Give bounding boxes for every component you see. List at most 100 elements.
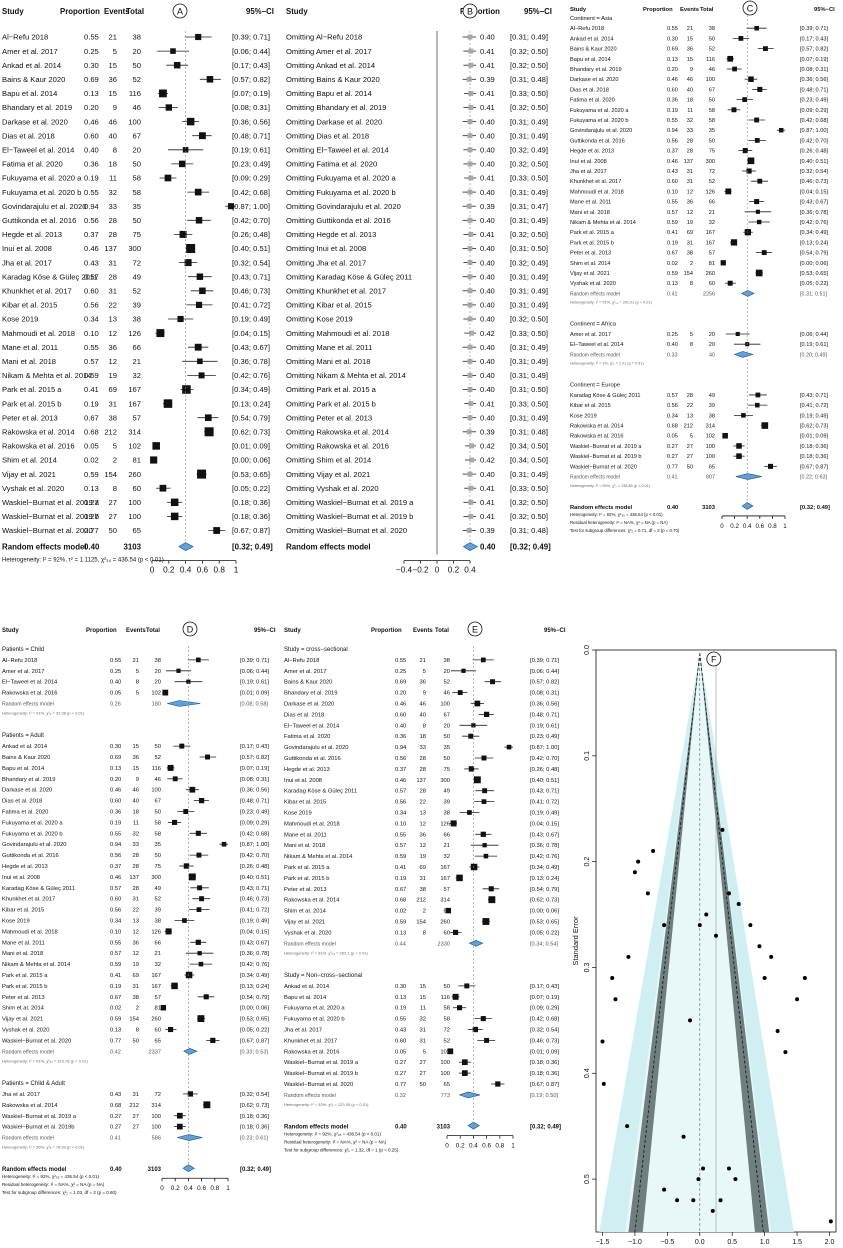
subgroup-pooled-total: 2256 <box>703 291 715 297</box>
study-label: Ankad et al. 2014 <box>570 36 614 42</box>
total-value: 58 <box>155 820 161 826</box>
effect-square <box>484 1037 490 1043</box>
study-label: Waskiel−Burnat et al. 2019 b <box>284 1071 358 1077</box>
subgroup-pooled-total: 40 <box>709 352 715 358</box>
panel-letter: D <box>187 625 194 635</box>
x-tick-label: 0 <box>160 1185 164 1192</box>
effect-square <box>506 744 512 750</box>
ci-value: [0.31; 0.50] <box>510 385 548 394</box>
proportion-value: 0.40 <box>480 117 495 126</box>
total-value: 100 <box>440 1071 450 1077</box>
events-value: 8 <box>423 723 426 729</box>
study-label: Fatima et al. 2020 <box>570 98 615 104</box>
ci-value: [0.31; 0.49] <box>510 33 548 42</box>
total-value: 100 <box>128 498 141 507</box>
pooled-diamond <box>467 1121 480 1130</box>
total-value: 50 <box>133 216 141 225</box>
events-value: 31 <box>687 169 693 175</box>
header-study: Study <box>2 7 24 16</box>
ci-value: [0.00; 0.06] <box>530 909 559 915</box>
study-label: Fukuyama et al. 2020 b <box>2 188 81 197</box>
ci-value: [0.67; 0.87] <box>232 526 270 535</box>
effect-square <box>164 174 172 182</box>
study-label: Hegde et al. 2013 <box>570 149 614 155</box>
total-value: 75 <box>133 230 141 239</box>
proportion-value: 0.59 <box>84 371 99 380</box>
proportion-value: 0.77 <box>84 526 99 535</box>
events-value: 137 <box>129 875 139 881</box>
events-value: 28 <box>133 864 139 870</box>
proportion-value: 0.59 <box>110 1017 121 1023</box>
subgroup-heterogeneity: Heterogeneity: I² = 91%, χ²₂₅ = 291.01 (… <box>570 301 652 305</box>
effect-square <box>205 754 211 760</box>
events-value: 8 <box>136 1028 139 1034</box>
x-tick-label: 0.4 <box>469 1143 478 1150</box>
study-label: Omitting El−Taweel et al. 2014 <box>286 145 389 154</box>
ci-value: [0.08; 0.31] <box>800 67 828 73</box>
effect-square <box>160 1004 167 1011</box>
study-label: Kose 2019 <box>2 315 38 324</box>
ci-value: [0.42; 0.68] <box>232 188 270 197</box>
events-value: 31 <box>133 1092 139 1098</box>
events-value: 28 <box>420 767 426 773</box>
ci-value: [0.53; 0.65] <box>800 271 828 277</box>
ci-value: [0.39; 0.71] <box>800 26 828 32</box>
ci-value: [0.32; 0.50] <box>510 512 548 521</box>
total-value: 167 <box>151 984 161 990</box>
total-value: 65 <box>444 1082 450 1088</box>
effect-square <box>213 527 221 534</box>
proportion-value: 0.60 <box>667 179 678 185</box>
proportion-value: 0.27 <box>395 1071 406 1077</box>
events-value: 18 <box>687 98 693 104</box>
x-tick-label: 0 <box>720 523 724 530</box>
ci-value: [0.07; 0.19] <box>800 57 828 63</box>
effect-square <box>736 453 742 459</box>
total-value: 75 <box>444 767 450 773</box>
effect-square <box>468 62 474 68</box>
study-label: Waskiel−Burnat et al. 2019 a <box>284 1060 359 1066</box>
events-value: 12 <box>420 843 426 849</box>
effect-square <box>466 203 472 209</box>
study-label: Mani et al. 2018 <box>2 357 56 366</box>
events-value: 36 <box>420 832 426 838</box>
x-tick-label: 1 <box>226 1185 230 1192</box>
total-value: 102 <box>440 1049 450 1055</box>
study-point <box>736 901 741 906</box>
study-label: Karadag Köse & Güleç 2011 <box>2 886 75 892</box>
study-point <box>783 1050 788 1055</box>
total-value: 20 <box>709 342 715 348</box>
study-label: Vyshak et al. 2020 <box>284 930 331 936</box>
events-value: 15 <box>420 995 426 1001</box>
proportion-value: 0.41 <box>480 174 495 183</box>
subgroup-diamond <box>468 939 484 947</box>
ci-value: [0.32; 0.50] <box>510 47 548 56</box>
study-point <box>701 1166 706 1171</box>
proportion-value: 0.37 <box>110 864 121 870</box>
effect-square <box>183 809 189 814</box>
ci-value: [0.13; 0.24] <box>240 984 269 990</box>
total-value: 67 <box>155 799 161 805</box>
study-point <box>688 1018 693 1023</box>
events-value: 154 <box>104 470 117 479</box>
study-label: Vijay et al. 2021 <box>570 271 610 277</box>
total-value: 100 <box>128 512 141 521</box>
effect-square <box>757 178 763 184</box>
total-value: 314 <box>440 898 450 904</box>
y-tick-label: 0.1 <box>584 751 591 761</box>
ci-value: [0.18; 0.36] <box>530 1060 559 1066</box>
study-label: Kibar et al. 2015 <box>284 800 326 806</box>
proportion-value: 0.39 <box>480 427 495 436</box>
events-value: 32 <box>109 188 117 197</box>
effect-square <box>188 873 196 881</box>
x-tick-label: 0.8 <box>768 523 777 530</box>
subgroup-heterogeneity: Heterogeneity: I² = 95%, χ²₇ = 138.86 (p… <box>570 484 651 488</box>
events-value: 5 <box>113 442 117 451</box>
proportion-value: 0.55 <box>110 831 121 837</box>
ci-value: [0.19; 0.61] <box>800 342 828 348</box>
subgroup-label: Patients = Child <box>2 647 44 653</box>
study-label: Fukuyama et al. 2020 a <box>2 820 63 826</box>
footer-text: Test for subgroup differences: χ²₂ = 1.0… <box>2 1190 117 1195</box>
heterogeneity-text: Heterogeneity: I² = 92%, τ² = 1.1125, χ²… <box>2 558 164 564</box>
ci-value: [0.36; 0.78] <box>240 951 269 957</box>
x-tick-label: −0.5 <box>660 1239 674 1246</box>
